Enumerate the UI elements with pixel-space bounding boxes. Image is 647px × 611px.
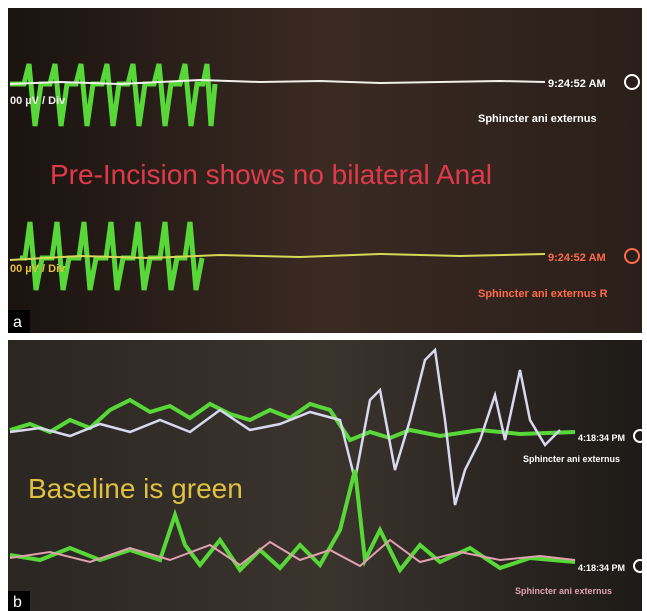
page: {"panel_a": {"scale_top": "00 µV / Div",… (0, 0, 647, 611)
scale-label: 00 µV / Div (10, 95, 66, 107)
channel-label: Sphincter ani externus (523, 454, 620, 464)
time-label: 9:24:52 AM (548, 78, 606, 90)
scale-label: 00 µV / Div (10, 263, 66, 275)
panel-label: a (13, 314, 22, 331)
channel-label: Sphincter ani externus (478, 113, 597, 125)
time-label: 4:18:34 PM (578, 563, 625, 573)
time-label: 9:24:52 AM (548, 252, 606, 264)
caption: Pre-Incision shows no bilateral Anal (50, 159, 492, 190)
caption: Baseline is green (28, 473, 243, 504)
time-label: 4:18:34 PM (578, 433, 625, 443)
channel-label: Sphincter ani externus R (478, 288, 608, 300)
channel-label: Sphincter ani externus (515, 586, 612, 596)
figure: 00 µV / Div 9:24:52 AM Sphincter ani ext… (0, 0, 647, 611)
panel-label: b (13, 594, 22, 611)
